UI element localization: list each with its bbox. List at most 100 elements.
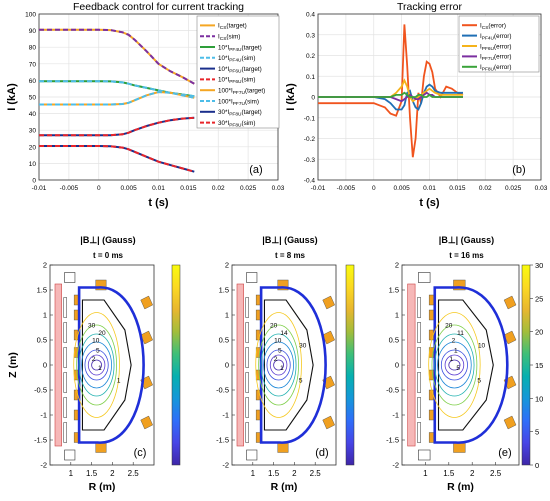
legend-main: I <box>480 43 482 50</box>
chart-title: |B⊥| (Gauss) <box>439 235 494 245</box>
y-tick-label: -2 <box>222 461 229 470</box>
legend-subscript: PF8U <box>229 122 242 128</box>
series-line-6 <box>39 90 195 106</box>
y-tick-label: -1.5 <box>386 436 399 445</box>
legend-subscript: PF6U <box>482 46 495 52</box>
y-tick-label: -1 <box>392 411 399 420</box>
legend-main: 10*I <box>218 44 229 51</box>
y-tick-label: 1 <box>395 311 399 320</box>
series-line-3 <box>39 80 195 98</box>
chart-title: Tracking error <box>397 1 462 13</box>
inner-coil <box>63 322 67 343</box>
legend-suffix: (error) <box>494 64 512 71</box>
series-line-7 <box>39 90 195 106</box>
y-tick-label: 1 <box>225 311 229 320</box>
x-tick-label: 0.005 <box>120 185 137 192</box>
y-axis-label: Z (m) <box>7 352 19 378</box>
contour-label: 20 <box>98 330 106 337</box>
x-tick-label: 0 <box>372 185 376 192</box>
contour-label: 5 <box>299 378 303 385</box>
pf-coil-inner <box>428 309 435 321</box>
inner-coil <box>417 322 421 343</box>
x-tick-label: 0.025 <box>240 185 257 192</box>
y-tick-label: 1.5 <box>37 286 47 295</box>
legend-subscript: PF7U <box>233 101 246 107</box>
plasma-boundary <box>81 299 132 431</box>
equilibrium-panel-0: -2-1.5-1-0.500.511.521 1.5 2 2.53020105211|… <box>7 235 181 493</box>
legend-main: 10*I <box>218 77 229 84</box>
pf-coil-outer <box>322 415 335 430</box>
contour-line <box>87 354 106 376</box>
legend-main: 100*I <box>218 88 233 95</box>
series-line-2 <box>318 78 463 103</box>
pf-coil-inner <box>255 432 261 443</box>
equilibrium-panel-1: -2-1.5-1-0.500.511.521 1.5 2 2.520141052153… <box>216 235 355 493</box>
y-tick-label: 0.4 <box>306 12 315 19</box>
x-axis-label: R (m) <box>447 481 474 493</box>
y-tick-label: 10 <box>29 161 37 168</box>
legend-subscript: PF8U <box>482 67 495 73</box>
pf-coil <box>277 442 289 453</box>
colorbar-tick-label: 15 <box>535 361 543 370</box>
y-tick-label: 100 <box>25 12 36 19</box>
pf-coil-inner <box>428 432 435 443</box>
y-tick-label: 0.2 <box>306 53 315 60</box>
central-solenoid <box>54 283 62 447</box>
contour-label: 11 <box>457 330 464 337</box>
panel-label: (d) <box>315 447 328 459</box>
x-tick-label: -0.005 <box>337 185 356 192</box>
y-tick-label: -0.5 <box>216 386 229 395</box>
contour-line <box>437 341 472 389</box>
colorbar-tick-label: 0 <box>535 461 539 470</box>
pf-coil <box>453 442 466 453</box>
series-line-4 <box>39 116 195 137</box>
contour-label: 1 <box>98 365 102 372</box>
x-tick-label: 1 <box>423 469 428 478</box>
legend-suffix: (error) <box>494 33 512 40</box>
x-tick-label: 0.02 <box>212 185 225 192</box>
inner-coil <box>63 297 67 318</box>
contour-label: 30 <box>299 343 307 350</box>
legend-entry: IPF4U(error) <box>480 33 512 42</box>
legend-subscript: PF4U <box>229 58 242 64</box>
pf-coil-small <box>64 272 76 283</box>
legend-entry: ICS(target) <box>218 23 247 32</box>
y-tick-label: -1 <box>222 411 229 420</box>
legend-main: I <box>218 34 220 41</box>
y-tick-label: -2 <box>40 461 47 470</box>
legend-suffix: (error) <box>488 23 506 30</box>
colorbar-tick-label: 30 <box>535 261 543 270</box>
contour-line <box>263 341 294 389</box>
contour-line <box>91 359 102 371</box>
y-tick-label: 0.5 <box>37 336 47 345</box>
pf-coil-outer <box>140 415 153 430</box>
legend-entry: IPF8U(error) <box>480 64 512 73</box>
series-line-8 <box>39 145 195 173</box>
plasma-boundary <box>263 299 314 431</box>
plot-frame <box>401 264 520 466</box>
central-solenoid <box>407 283 416 447</box>
y-tick-label: 80 <box>29 45 37 52</box>
contour-line <box>76 324 117 406</box>
legend-entry: 30*IPF8U(sim) <box>218 120 255 128</box>
contour-label: 2 <box>452 338 456 345</box>
inner-coil <box>417 347 421 368</box>
legend-subscript: PF4U <box>229 47 242 53</box>
x-tick-label: -0.01 <box>32 185 47 192</box>
central-solenoid <box>236 283 244 447</box>
pf-coil-outer <box>140 330 153 345</box>
vacuum-vessel <box>77 286 145 444</box>
x-tick-label: 1.5 <box>443 469 455 478</box>
x-tick-label: 2.5 <box>310 469 322 478</box>
x-tick-label: 0.015 <box>449 185 466 192</box>
pf-coil <box>277 279 289 291</box>
contour-label: 1 <box>117 378 121 385</box>
contour-label: 20 <box>270 323 278 330</box>
legend-entry: IPF6U(error) <box>480 43 512 52</box>
legend-suffix: (sim) <box>241 120 255 127</box>
series-line-9 <box>39 145 195 173</box>
legend-subscript: PF6U <box>229 79 242 85</box>
chart-panel-1: -0.01 -0.005 0 0.005 0.01 0.015 0.02 0.025 0.03 -… <box>285 1 548 209</box>
y-tick-label: -0.5 <box>386 386 399 395</box>
contour-line <box>84 349 109 381</box>
